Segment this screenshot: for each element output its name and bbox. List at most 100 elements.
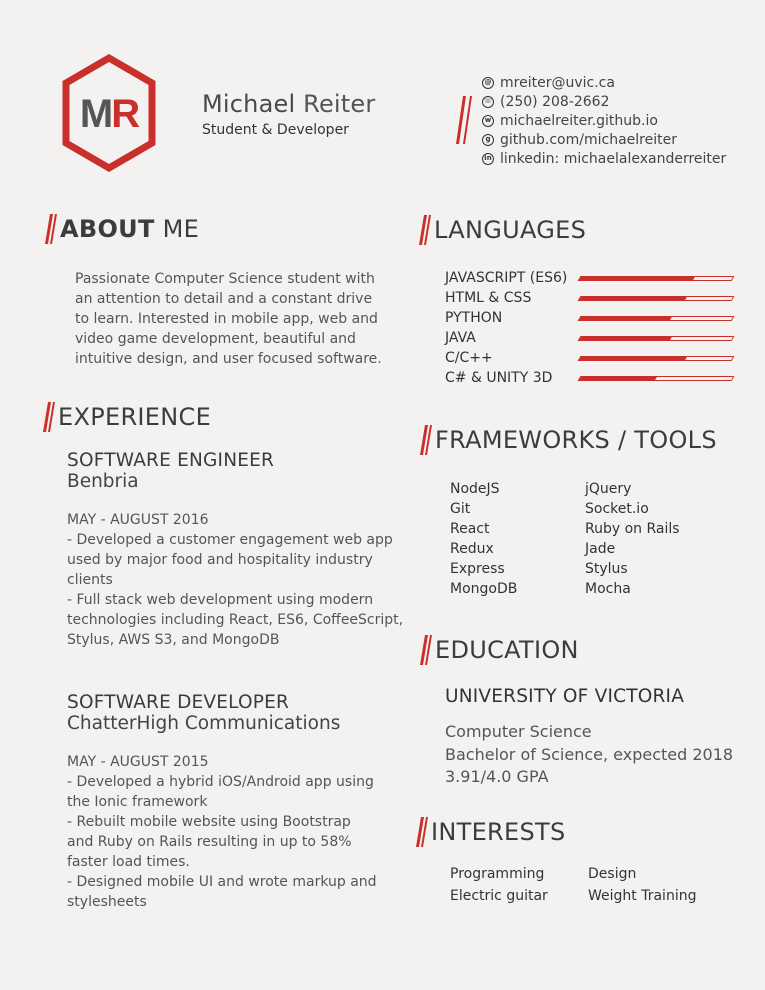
skill-bar bbox=[577, 375, 735, 381]
skill-bar bbox=[577, 275, 735, 281]
about-text: Passionate Computer Science student with… bbox=[75, 271, 382, 367]
interest-item: Programming bbox=[450, 866, 545, 882]
skill-bar bbox=[577, 335, 735, 341]
job-dates: MAY - AUGUST 2015 bbox=[67, 754, 209, 770]
skill-bar-fill bbox=[579, 356, 688, 360]
framework-item: Redux bbox=[450, 541, 494, 557]
skill-bar-fill bbox=[579, 276, 695, 280]
framework-item: Ruby on Rails bbox=[585, 521, 680, 537]
interest-item: Design bbox=[588, 866, 637, 882]
job-detail-line: - Developed a hybrid iOS/Android app usi… bbox=[67, 774, 374, 790]
interests-grid: Programming Design Electric guitar Weight T… bbox=[450, 863, 728, 907]
job-detail-line: Stylus, AWS S3, and MongoDB bbox=[67, 632, 280, 648]
language-name: C# & UNITY 3D bbox=[445, 370, 553, 386]
language-item: JAVASCRIPT (ES6) bbox=[445, 268, 735, 288]
contact-list: @ mreiter@uvic.ca ☏ (250) 208-2662 w michaelr… bbox=[482, 73, 726, 168]
heading-accent-mark bbox=[416, 817, 428, 847]
languages-heading: LANGUAGES bbox=[419, 215, 586, 245]
role-subtitle: Student & Developer bbox=[202, 122, 349, 138]
language-name: HTML & CSS bbox=[445, 290, 532, 306]
skill-bar-fill bbox=[579, 336, 673, 340]
interests-heading-text: INTERESTS bbox=[431, 818, 566, 846]
contact-text: michaelreiter.github.io bbox=[500, 112, 658, 129]
skill-bar-fill bbox=[579, 296, 688, 300]
job-detail-line: stylesheets bbox=[67, 894, 147, 910]
language-item: C# & UNITY 3D bbox=[445, 368, 735, 388]
interests-heading: INTERESTS bbox=[416, 817, 566, 847]
heading-accent-mark bbox=[45, 214, 57, 244]
interest-item: Weight Training bbox=[588, 888, 697, 904]
experience-heading: EXPERIENCE bbox=[43, 402, 211, 432]
email-icon: @ bbox=[482, 76, 494, 89]
education-heading-text: EDUCATION bbox=[435, 636, 579, 664]
job-detail-line: the Ionic framework bbox=[67, 794, 208, 810]
language-name: C/C++ bbox=[445, 350, 493, 366]
language-name: JAVA bbox=[445, 330, 476, 346]
framework-item: Mocha bbox=[585, 581, 631, 597]
language-name: PYTHON bbox=[445, 310, 503, 326]
job-detail-line: technologies including React, ES6, Coffe… bbox=[67, 612, 404, 628]
framework-item: Stylus bbox=[585, 561, 628, 577]
job-detail-line: and Ruby on Rails resulting in up to 58% bbox=[67, 834, 352, 850]
education-school: UNIVERSITY OF VICTORIA bbox=[445, 686, 685, 707]
first-name: Michael bbox=[202, 90, 296, 118]
skill-bar-fill bbox=[579, 376, 657, 380]
job-detail-line: - Full stack web development using moder… bbox=[67, 592, 374, 608]
about-heading-light: ME bbox=[154, 215, 200, 243]
contact-item: w michaelreiter.github.io bbox=[482, 111, 726, 130]
job-detail-line: - Developed a customer engagement web ap… bbox=[67, 532, 393, 548]
education-line: Bachelor of Science, expected 2018 bbox=[445, 744, 734, 764]
frameworks-heading: FRAMEWORKS / TOOLS bbox=[420, 425, 717, 455]
job-detail-line: clients bbox=[67, 572, 113, 588]
job-detail-line: faster load times. bbox=[67, 854, 190, 870]
skill-bar bbox=[577, 355, 735, 361]
name: Michael Reiter bbox=[202, 90, 375, 118]
framework-item: NodeJS bbox=[450, 481, 500, 497]
job-entry: SOFTWARE ENGINEER Benbria bbox=[67, 450, 274, 492]
job-detail-line: - Designed mobile UI and wrote markup an… bbox=[67, 874, 377, 890]
contact-item: ☏ (250) 208-2662 bbox=[482, 92, 726, 111]
heading-accent-mark bbox=[419, 215, 431, 245]
interest-item: Electric guitar bbox=[450, 888, 548, 904]
job-detail-line: - Rebuilt mobile website using Bootstrap bbox=[67, 814, 351, 830]
language-item: HTML & CSS bbox=[445, 288, 735, 308]
framework-item: Socket.io bbox=[585, 501, 649, 517]
job-title: SOFTWARE ENGINEER bbox=[67, 450, 275, 471]
contact-text: github.com/michaelreiter bbox=[500, 131, 677, 148]
contact-text: (250) 208-2662 bbox=[500, 93, 610, 110]
job-details: MAY - AUGUST 2016 - Developed a customer … bbox=[67, 510, 403, 650]
education-details: Computer Science Bachelor of Science, exp… bbox=[445, 721, 733, 789]
contact-item: in linkedin: michaelalexanderreiter bbox=[482, 149, 726, 168]
job-detail-line: used by major food and hospitality indus… bbox=[67, 552, 373, 568]
website-icon: w bbox=[482, 114, 494, 127]
about-heading-bold: ABOUT bbox=[60, 215, 155, 243]
job-dates: MAY - AUGUST 2016 bbox=[67, 512, 209, 528]
contact-text: mreiter@uvic.ca bbox=[500, 74, 615, 91]
framework-item: Jade bbox=[585, 541, 616, 557]
job-details: MAY - AUGUST 2015 - Developed a hybrid iO… bbox=[67, 752, 377, 912]
job-company: Benbria bbox=[67, 471, 139, 492]
language-name: JAVASCRIPT (ES6) bbox=[445, 270, 568, 286]
frameworks-grid: NodeJS jQuery Git Socket.io React Ruby on Rai… bbox=[450, 479, 725, 599]
framework-item: React bbox=[450, 521, 490, 537]
last-name: Reiter bbox=[303, 90, 376, 118]
language-item: PYTHON bbox=[445, 308, 735, 328]
github-icon: g bbox=[482, 133, 494, 146]
linkedin-icon: in bbox=[482, 152, 494, 165]
job-title: SOFTWARE DEVELOPER bbox=[67, 692, 290, 713]
experience-heading-text: EXPERIENCE bbox=[58, 403, 212, 431]
skill-bar-fill bbox=[579, 316, 673, 320]
logo-initials: MR bbox=[80, 92, 140, 136]
heading-accent-mark bbox=[420, 425, 432, 455]
framework-item: Git bbox=[450, 501, 471, 517]
job-company: ChatterHigh Communications bbox=[67, 713, 341, 734]
education-heading: EDUCATION bbox=[420, 635, 579, 665]
skill-bar bbox=[577, 295, 735, 301]
frameworks-heading-text: FRAMEWORKS / TOOLS bbox=[435, 426, 717, 454]
job-entry: SOFTWARE DEVELOPER ChatterHigh Communica… bbox=[67, 692, 340, 734]
phone-icon: ☏ bbox=[482, 95, 494, 108]
about-heading: ABOUT ME bbox=[45, 214, 199, 244]
contact-accent-bars bbox=[456, 96, 472, 144]
skill-bar bbox=[577, 315, 735, 321]
framework-item: Express bbox=[450, 561, 505, 577]
